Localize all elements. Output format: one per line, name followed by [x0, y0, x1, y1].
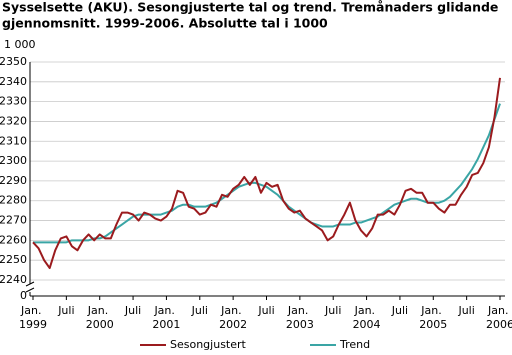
series-line	[33, 103, 501, 244]
y-tick-label: 2240	[0, 273, 27, 286]
x-tick-label: Jan. 2004	[353, 304, 381, 331]
y-tick-label: 2340	[0, 75, 27, 88]
x-tick-label: Juli	[457, 304, 474, 317]
x-tick-label: Jan. 2005	[419, 304, 447, 331]
y-tick-label: 2280	[0, 194, 27, 207]
x-tick-label: Jan. 2000	[86, 304, 114, 331]
y-unit: 1 000	[4, 38, 36, 51]
y-tick-label: 2330	[0, 95, 27, 108]
x-tick-label: Juli	[57, 304, 74, 317]
x-tick-label: Juli	[257, 304, 274, 317]
y-tick-label: 2320	[0, 114, 27, 127]
chart-title: gjennomsnitt. 1999-2006. Absolutte tal i…	[2, 16, 328, 31]
chart-title: Sysselsette (AKU). Sesongjusterte tal og…	[2, 0, 498, 15]
x-tick-label: Juli	[324, 304, 341, 317]
y-tick-label: 0	[20, 289, 27, 302]
x-tick-label: Jan. 2002	[219, 304, 247, 331]
y-tick-label: 2350	[0, 55, 27, 68]
x-tick-label: Jan. 2003	[286, 304, 314, 331]
x-tick-label: Juli	[391, 304, 408, 317]
x-tick-label: Juli	[124, 304, 141, 317]
axis-break	[25, 281, 35, 293]
y-tick-label: 2290	[0, 174, 27, 187]
y-tick-label: 2300	[0, 154, 27, 167]
y-tick-label: 2260	[0, 233, 27, 246]
legend-label: Sesongjustert	[170, 338, 247, 351]
y-tick-label: 2310	[0, 134, 27, 147]
series-line	[32, 77, 501, 270]
x-tick-label: Juli	[191, 304, 208, 317]
x-tick-label: Jan. 1999	[19, 304, 47, 331]
legend-label: Trend	[339, 338, 370, 351]
y-tick-label: 2250	[0, 253, 27, 266]
x-tick-label: Jan. 2006	[486, 304, 512, 331]
x-tick-label: Jan. 2001	[152, 304, 180, 331]
y-tick-label: 2270	[0, 214, 27, 227]
